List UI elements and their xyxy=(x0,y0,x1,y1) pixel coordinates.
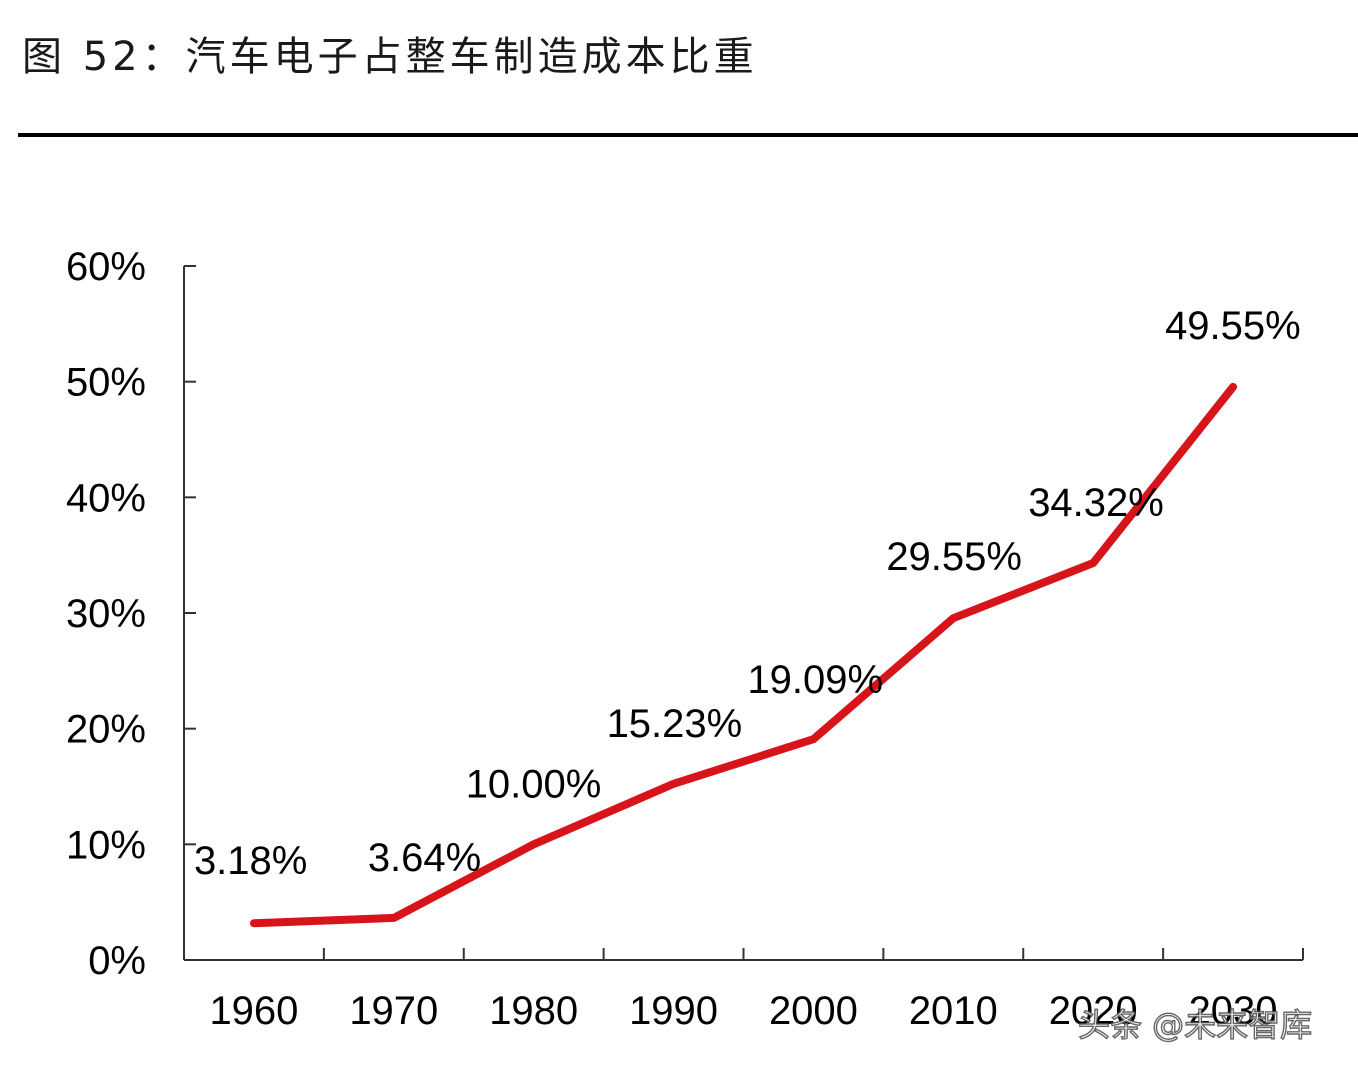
x-tick-label: 2030 xyxy=(1189,989,1278,1033)
x-tick-label: 1980 xyxy=(489,989,578,1033)
x-tick-label: 1970 xyxy=(349,989,438,1033)
data-point xyxy=(671,781,676,786)
y-tick-label: 60% xyxy=(66,245,146,289)
data-label: 19.09% xyxy=(747,658,883,702)
x-tick-label: 2010 xyxy=(909,989,998,1033)
data-labels: 3.18% 3.64% 10.00%15.23%19.09% 29.55%34.32%… xyxy=(194,304,1301,883)
data-point xyxy=(1091,561,1096,566)
chart-series xyxy=(249,382,1238,928)
y-tick-label: 50% xyxy=(66,361,146,405)
y-tick-label: 40% xyxy=(66,476,146,520)
data-label: 3.64% xyxy=(368,836,481,880)
data-label: 49.55% xyxy=(1165,304,1301,348)
y-tick-label: 10% xyxy=(66,823,146,867)
data-label: 34.32% xyxy=(1028,481,1164,525)
figure-title: 图 52：汽车电子占整车制造成本比重 xyxy=(22,34,758,80)
data-point xyxy=(531,842,536,847)
y-tick-label: 30% xyxy=(66,592,146,636)
watermark: 头条 @未来智库 xyxy=(1077,1005,1313,1044)
data-label: 15.23% xyxy=(607,702,743,746)
x-tick-label: 2020 xyxy=(1049,989,1138,1033)
data-label: 3.18% xyxy=(194,839,307,883)
x-axis-ticks: 1960 1970 1980 1990 2000 2010 2020 2030 xyxy=(183,948,1304,1033)
x-tick-label: 1990 xyxy=(629,989,718,1033)
data-point xyxy=(811,737,816,742)
data-point xyxy=(391,915,396,920)
title-divider xyxy=(18,133,1358,137)
y-tick-label: 0% xyxy=(88,939,146,983)
chart-axes xyxy=(183,266,1303,961)
x-tick-label: 1960 xyxy=(209,989,298,1033)
x-tick-label: 2000 xyxy=(769,989,858,1033)
data-point xyxy=(251,921,256,926)
data-point xyxy=(1231,384,1236,389)
data-label: 29.55% xyxy=(886,535,1022,579)
y-tick-label: 20% xyxy=(66,708,146,752)
data-label: 10.00% xyxy=(466,762,602,806)
y-axis-ticks: 0% 10% 20% 30% 40% 50% 60% xyxy=(66,245,196,983)
data-point xyxy=(951,616,956,621)
series-line xyxy=(249,382,1238,928)
